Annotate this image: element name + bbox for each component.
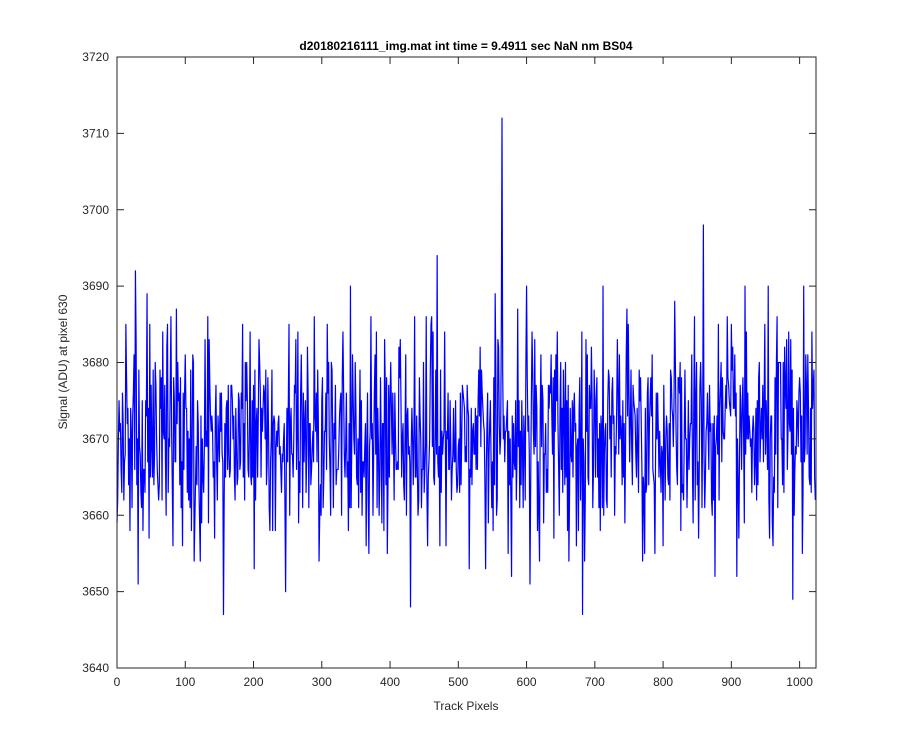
y-tick-label: 3660: [82, 508, 109, 522]
y-tick-label: 3650: [82, 585, 109, 599]
x-tick-label: 0: [114, 675, 121, 689]
y-tick-label: 3700: [82, 203, 109, 217]
x-tick-label: 1000: [786, 675, 813, 689]
x-axis: 0 100 200 300 400 500 600 700 800 900 1000: [114, 57, 813, 689]
x-tick-label: 800: [653, 675, 673, 689]
y-tick-label: 3720: [82, 50, 109, 64]
y-tick-label: 3680: [82, 356, 109, 370]
x-tick-label: 900: [721, 675, 741, 689]
y-axis-label: Signal (ADU) at pixel 630: [56, 294, 70, 429]
x-tick-label: 700: [585, 675, 605, 689]
y-tick-label: 3670: [82, 432, 109, 446]
x-tick-label: 500: [448, 675, 468, 689]
y-tick-label: 3640: [82, 661, 109, 675]
x-tick-label: 400: [380, 675, 400, 689]
chart-title: d20180216111_img.mat int time = 9.4911 s…: [299, 39, 633, 53]
plot-area: [117, 57, 816, 668]
x-tick-label: 100: [175, 675, 195, 689]
y-tick-label: 3690: [82, 279, 109, 293]
x-tick-label: 300: [312, 675, 332, 689]
x-tick-label: 200: [244, 675, 264, 689]
x-tick-label: 600: [517, 675, 537, 689]
x-axis-label: Track Pixels: [434, 699, 499, 713]
y-tick-label: 3710: [82, 126, 109, 140]
signal-series-line: [116, 117, 816, 616]
series-layer: [116, 117, 816, 616]
y-axis: 3640 3650 3660 3670 3680 3690 3700 3710 3720: [82, 50, 816, 675]
